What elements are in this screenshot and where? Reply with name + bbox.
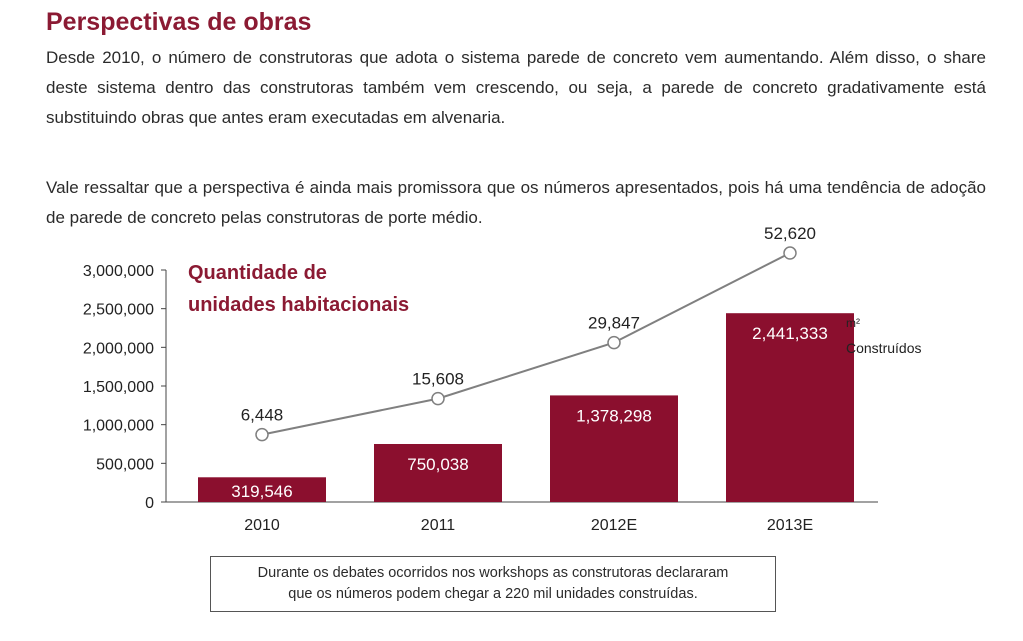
- y-tick-label: 2,000,000: [83, 340, 154, 357]
- bar: [726, 313, 854, 502]
- note-line-2: que os números podem chegar a 220 mil un…: [288, 586, 698, 602]
- line-legend-unit: m²: [846, 316, 860, 330]
- bar: [550, 395, 678, 502]
- chart-title-line: Quantidade de: [188, 262, 327, 284]
- bar-data-label: 2,441,333: [752, 324, 828, 343]
- line-data-label: 52,620: [764, 224, 816, 243]
- y-tick-label: 500,000: [96, 456, 154, 473]
- line-legend-label: Construídos: [846, 340, 921, 356]
- y-tick-label: 0: [145, 495, 154, 512]
- x-tick-label: 2010: [244, 517, 280, 534]
- y-tick-label: 3,000,000: [83, 263, 154, 280]
- line-point: [783, 246, 797, 260]
- chart-title-line: unidades habitacionais: [188, 294, 409, 316]
- workshop-note-box: Durante os debates ocorridos nos worksho…: [210, 556, 776, 612]
- y-tick-label: 1,500,000: [83, 379, 154, 396]
- line-point: [255, 427, 269, 442]
- note-line-1: Durante os debates ocorridos nos worksho…: [257, 565, 729, 581]
- x-tick-label: 2013E: [767, 517, 813, 534]
- line-data-label: 6,448: [241, 406, 284, 425]
- page-title: Perspectivas de obras: [46, 8, 312, 36]
- bar: [198, 477, 326, 502]
- bar: [374, 443, 502, 502]
- paragraph-perspective: Vale ressaltar que a perspectiva é ainda…: [46, 178, 986, 227]
- line-data-label: 29,847: [588, 314, 640, 333]
- line-series: [261, 252, 791, 436]
- bar-data-label: 750,038: [407, 455, 468, 474]
- line-point: [431, 391, 445, 406]
- bar-data-label: 1,378,298: [576, 406, 652, 425]
- paragraph-intro: Desde 2010, o número de construtoras que…: [46, 48, 986, 127]
- y-tick-label: 2,500,000: [83, 302, 154, 319]
- x-tick-label: 2011: [421, 517, 456, 534]
- x-tick-label: 2012E: [591, 517, 637, 534]
- y-tick-label: 1,000,000: [83, 418, 154, 435]
- bar-data-label: 319,546: [231, 482, 292, 501]
- line-point: [607, 335, 621, 350]
- line-data-label: 15,608: [412, 370, 464, 389]
